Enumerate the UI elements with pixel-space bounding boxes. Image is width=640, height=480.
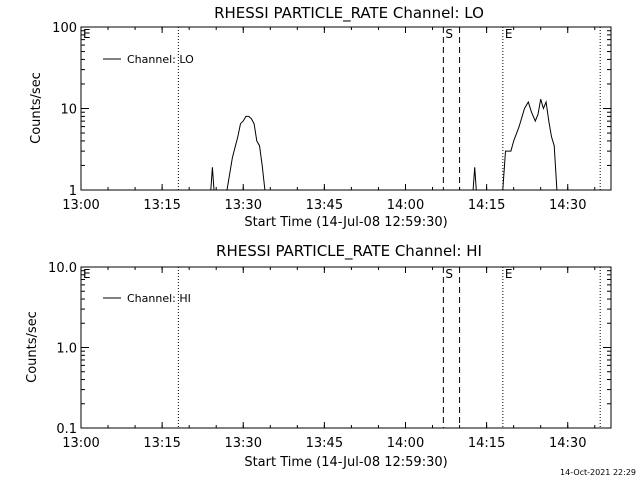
x-axis-label: Start Time (14-Jul-08 12:59:30) — [244, 215, 447, 230]
x-tick-label: 13:15 — [143, 198, 180, 213]
x-tick-label: 13:00 — [62, 198, 99, 213]
y-axis-label: Counts/sec — [29, 72, 44, 144]
event-marker-label: S — [445, 27, 453, 41]
x-tick-label: 13:15 — [143, 436, 180, 451]
series-line — [226, 115, 266, 191]
x-tick-label: 14:00 — [387, 436, 424, 451]
x-tick-label: 13:30 — [225, 436, 262, 451]
y-tick-label: 0.1 — [56, 422, 77, 437]
x-tick-label: 14:00 — [387, 198, 424, 213]
x-tick-label: 13:45 — [306, 436, 343, 451]
footer-timestamp: 14-Oct-2021 22:29 — [560, 468, 636, 477]
event-marker-label: E — [505, 27, 513, 41]
x-tick-label: 13:30 — [225, 198, 262, 213]
plot-frame — [80, 26, 612, 191]
event-marker-label: E — [505, 267, 513, 281]
series-line — [502, 99, 558, 191]
x-tick-label: 13:45 — [306, 198, 343, 213]
y-tick-label: 100 — [52, 21, 77, 36]
legend-label: Channel: LO — [127, 53, 194, 66]
event-marker-label: S — [445, 267, 453, 281]
x-tick-label: 14:15 — [468, 198, 505, 213]
y-axis-label: Counts/sec — [25, 311, 40, 383]
x-tick-label: 14:30 — [549, 198, 586, 213]
x-tick-label: 14:15 — [468, 436, 505, 451]
x-tick-label: 13:00 — [62, 436, 99, 451]
series-line — [472, 167, 477, 191]
chart-title: RHESSI PARTICLE_RATE Channel: LO — [214, 4, 484, 23]
x-axis-label: Start Time (14-Jul-08 12:59:30) — [244, 455, 447, 470]
event-marker-label: E — [83, 267, 91, 281]
chart-title: RHESSI PARTICLE_RATE Channel: HI — [216, 242, 482, 261]
series-line — [210, 167, 215, 191]
y-tick-label: 1 — [69, 184, 77, 199]
y-tick-label: 1.0 — [56, 342, 77, 357]
event-marker-label: E — [83, 27, 91, 41]
y-tick-label: 10.0 — [48, 261, 77, 276]
x-tick-label: 14:30 — [549, 436, 586, 451]
legend-label: Channel: HI — [127, 292, 191, 305]
y-tick-label: 10 — [60, 103, 77, 118]
